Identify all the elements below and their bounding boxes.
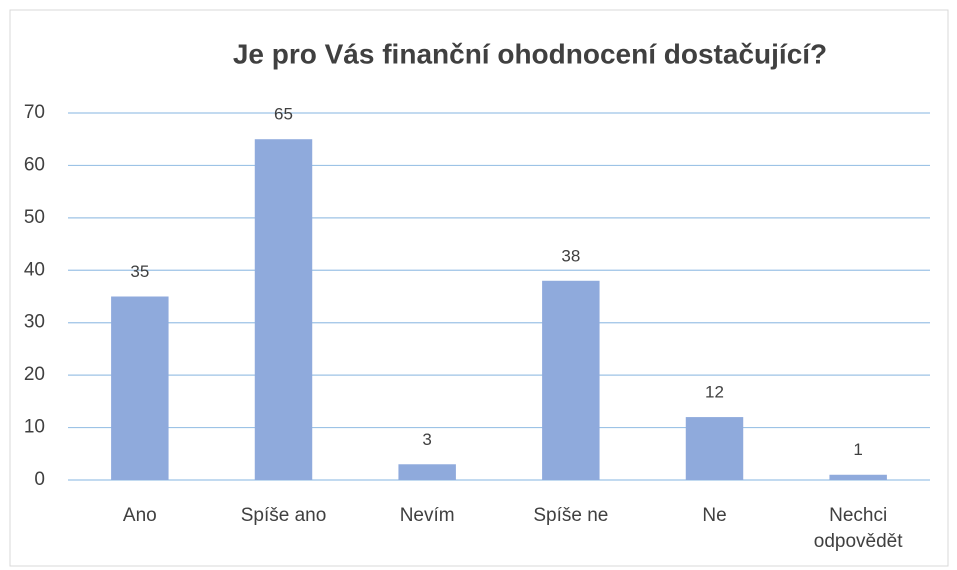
bar	[685, 417, 744, 480]
x-tick-label: Nevím	[399, 505, 455, 526]
data-label: 65	[274, 105, 293, 124]
y-tick-label: 30	[24, 312, 45, 333]
y-tick-label: 20	[24, 364, 45, 385]
y-tick-label: 10	[24, 417, 45, 438]
y-tick-label: 40	[24, 259, 45, 280]
y-tick-label: 50	[24, 207, 45, 228]
y-tick-label: 60	[24, 154, 45, 175]
chart-title: Je pro Vás finanční ohodnocení dostačují…	[233, 38, 827, 69]
y-tick-label: 0	[34, 469, 45, 490]
x-tick-label: Ano	[122, 505, 157, 526]
bar	[829, 474, 887, 480]
data-label: 1	[853, 440, 862, 459]
data-label: 38	[561, 246, 580, 265]
data-label: 12	[705, 383, 724, 402]
bar	[254, 139, 313, 480]
bar	[398, 464, 456, 480]
data-label: 35	[130, 262, 149, 281]
x-tick-label: Nechci odpovědět	[813, 505, 903, 552]
x-tick-label: Spíše ne	[533, 505, 609, 526]
x-tick-label: Ne	[702, 505, 727, 526]
bar	[542, 280, 600, 480]
bar	[111, 296, 169, 480]
chart-frame	[9, 9, 949, 567]
x-tick-label: Spíše ano	[240, 505, 327, 526]
y-tick-label: 70	[24, 102, 45, 123]
data-label: 3	[422, 430, 431, 449]
